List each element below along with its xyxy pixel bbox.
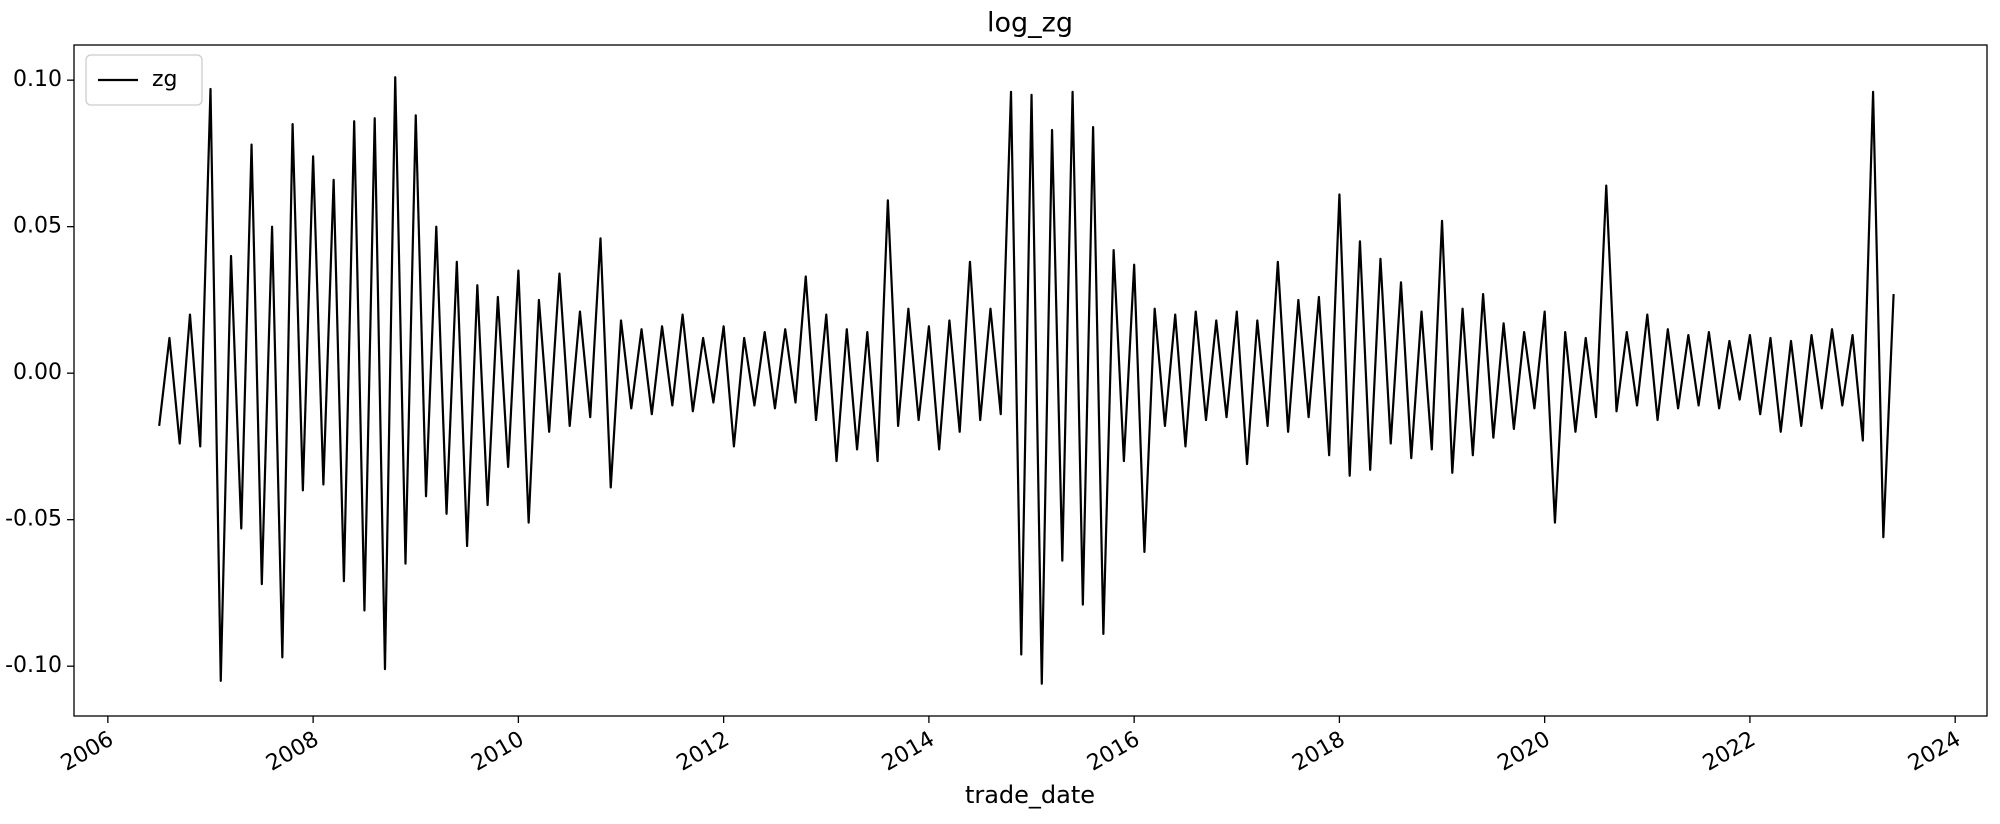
- y-tick-label: -0.10: [5, 653, 62, 678]
- x-tick-label: 2018: [1288, 727, 1349, 777]
- chart-title: log_zg: [987, 8, 1073, 39]
- y-tick-label: 0.00: [13, 360, 62, 385]
- series-line: [158, 76, 1895, 685]
- plot-frame: [73, 44, 1988, 717]
- x-tick-label: 2024: [1904, 727, 1965, 777]
- legend-label: zg: [152, 67, 178, 92]
- y-tick-label: 0.05: [13, 214, 62, 239]
- legend-box: [85, 54, 203, 106]
- x-tick-label: 2006: [57, 727, 118, 777]
- x-tick-label: 2022: [1699, 727, 1760, 777]
- y-tick-label: 0.10: [13, 67, 62, 92]
- x-tick-label: 2014: [878, 727, 939, 777]
- x-tick-label: 2010: [467, 727, 528, 777]
- x-tick-label: 2012: [673, 727, 734, 777]
- x-tick-label: 2008: [262, 727, 323, 777]
- y-tick-label: -0.05: [5, 507, 62, 532]
- x-axis-label: trade_date: [965, 781, 1095, 809]
- x-tick-label: 2016: [1083, 727, 1144, 777]
- x-tick-label: 2020: [1494, 727, 1555, 777]
